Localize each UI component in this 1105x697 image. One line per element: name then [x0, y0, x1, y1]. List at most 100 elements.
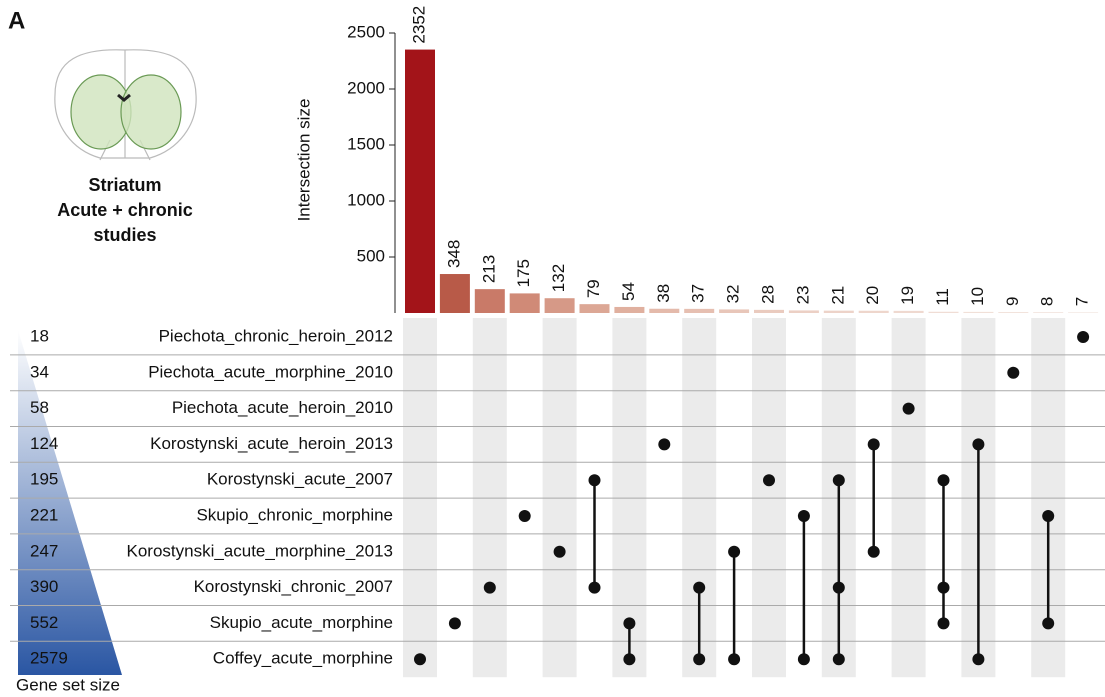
value-label: 19 — [898, 286, 917, 305]
bar — [894, 311, 924, 313]
set-size: 124 — [30, 434, 58, 453]
member-dot — [728, 546, 740, 558]
member-dot — [833, 582, 845, 594]
value-label: 79 — [584, 279, 603, 298]
bar — [929, 312, 959, 313]
value-label: 21 — [828, 286, 847, 305]
subtitle-line: Striatum — [88, 175, 161, 195]
member-dot — [484, 582, 496, 594]
brain-illustration — [55, 50, 196, 160]
set-size: 247 — [30, 541, 58, 560]
set-name: Skupio_acute_morphine — [210, 613, 393, 632]
member-dot — [903, 403, 915, 415]
member-dot — [868, 438, 880, 450]
member-dot — [833, 474, 845, 486]
member-dot — [972, 653, 984, 665]
bar — [824, 311, 854, 313]
set-name: Korostynski_acute_2007 — [207, 470, 393, 489]
y-tick-label: 1000 — [347, 190, 385, 209]
member-dot — [763, 474, 775, 486]
member-dot — [693, 653, 705, 665]
set-size-label: Gene set size — [16, 675, 120, 694]
bar — [649, 309, 679, 313]
member-dot — [868, 546, 880, 558]
bar — [405, 50, 435, 313]
y-axis-label: Intersection size — [294, 99, 313, 222]
set-size: 18 — [30, 326, 49, 345]
member-dot — [938, 617, 950, 629]
member-dot — [1007, 367, 1019, 379]
member-dot — [658, 438, 670, 450]
value-label: 32 — [724, 284, 743, 303]
subtitle-line: Acute + chronic — [57, 200, 193, 220]
value-label: 54 — [619, 282, 638, 301]
value-label: 38 — [654, 284, 673, 303]
y-tick-label: 2000 — [347, 78, 385, 97]
member-dot — [938, 474, 950, 486]
member-dot — [728, 653, 740, 665]
bar — [1033, 312, 1063, 313]
set-name: Piechota_acute_morphine_2010 — [148, 362, 393, 381]
member-dot — [1077, 331, 1089, 343]
value-label: 7 — [1073, 297, 1092, 306]
member-dot — [693, 582, 705, 594]
member-dot — [1042, 617, 1054, 629]
set-size: 195 — [30, 470, 58, 489]
value-label: 132 — [549, 264, 568, 292]
member-dot — [519, 510, 531, 522]
chart: A Striatum Acute + chronic studies Gene … — [0, 0, 1105, 697]
member-dot — [414, 653, 426, 665]
value-label: 28 — [758, 285, 777, 304]
y-tick-label: 500 — [357, 246, 385, 265]
member-dot — [554, 546, 566, 558]
bar — [998, 312, 1028, 313]
bar — [580, 304, 610, 313]
set-size: 2579 — [30, 649, 68, 668]
value-label: 20 — [863, 286, 882, 305]
value-label: 8 — [1038, 297, 1057, 306]
set-size: 34 — [30, 362, 49, 381]
subtitle-line: studies — [93, 225, 156, 245]
member-dot — [798, 510, 810, 522]
value-label: 37 — [689, 284, 708, 303]
set-name: Korostynski_acute_heroin_2013 — [150, 434, 393, 453]
value-label: 9 — [1003, 297, 1022, 306]
member-dot — [623, 653, 635, 665]
member-dot — [972, 438, 984, 450]
bar — [963, 312, 993, 313]
bar — [545, 298, 575, 313]
bar — [719, 309, 749, 313]
set-name: Skupio_chronic_morphine — [196, 505, 393, 524]
set-size: 58 — [30, 398, 49, 417]
set-name: Piechota_chronic_heroin_2012 — [159, 326, 393, 345]
value-label: 175 — [514, 259, 533, 287]
bar — [789, 310, 819, 313]
bar — [754, 310, 784, 313]
value-label: 213 — [479, 255, 498, 283]
member-dot — [798, 653, 810, 665]
bar — [475, 289, 505, 313]
set-name: Piechota_acute_heroin_2010 — [172, 398, 393, 417]
set-size: 552 — [30, 613, 58, 632]
bar — [859, 311, 889, 313]
value-label: 11 — [933, 288, 952, 306]
member-dot — [833, 653, 845, 665]
y-tick-label: 1500 — [347, 134, 385, 153]
member-dot — [589, 582, 601, 594]
member-dot — [1042, 510, 1054, 522]
set-size: 221 — [30, 505, 58, 524]
member-dot — [589, 474, 601, 486]
member-dot — [938, 582, 950, 594]
bar — [614, 307, 644, 313]
set-name: Korostynski_chronic_2007 — [194, 577, 393, 596]
bar — [684, 309, 714, 313]
set-name: Korostynski_acute_morphine_2013 — [126, 541, 393, 560]
set-size: 390 — [30, 577, 58, 596]
value-label: 348 — [444, 240, 463, 268]
member-dot — [623, 617, 635, 629]
bar — [510, 293, 540, 313]
y-tick-label: 2500 — [347, 22, 385, 41]
value-label: 10 — [968, 287, 987, 306]
bar — [1068, 312, 1098, 313]
bar — [440, 274, 470, 313]
